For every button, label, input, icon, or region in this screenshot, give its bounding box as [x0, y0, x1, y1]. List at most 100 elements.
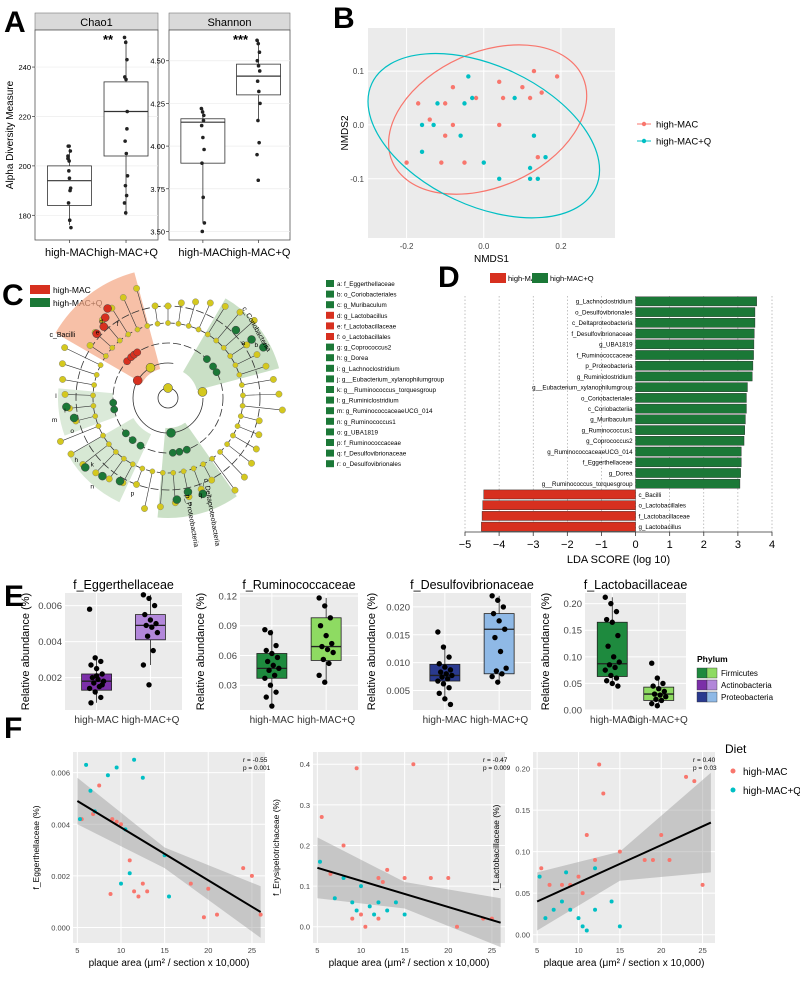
tree-node-significant: [133, 348, 142, 357]
data-point: [69, 225, 73, 230]
legend-swatch: [30, 298, 50, 307]
data-point-high-mac-q: [84, 762, 89, 767]
x-tick-label: 25: [488, 946, 496, 955]
data-point-high-mac: [258, 912, 263, 917]
data-point: [263, 694, 269, 700]
tree-node: [236, 372, 243, 378]
data-point: [317, 623, 324, 629]
data-point: [257, 69, 262, 73]
legend-swatch: [30, 285, 50, 294]
data-point: [256, 41, 261, 46]
key-label: g: g_Coprococcus2: [337, 345, 392, 352]
data-point: [271, 672, 278, 678]
panel-a-alpha-diversity: Alpha Diversity Measure Chao1 180 200 220 240…: [5, 12, 291, 259]
tree-branch: [241, 379, 274, 386]
data-point: [656, 686, 662, 692]
tree-node: [90, 403, 97, 409]
data-point-high-mac: [642, 857, 647, 862]
regression-line: [317, 866, 501, 924]
data-point: [327, 615, 334, 621]
data-point: [124, 193, 129, 198]
tree-node: [133, 481, 140, 488]
key-swatch: [326, 354, 334, 362]
data-point: [603, 678, 610, 684]
data-point-high-mac: [119, 822, 123, 827]
data-point: [496, 618, 502, 624]
data-point: [86, 685, 93, 692]
tree-node: [224, 441, 230, 447]
legend-swatch: [706, 679, 718, 691]
y-tick-label: 0.09: [219, 621, 238, 632]
y-tick-label: 0.3: [300, 801, 310, 810]
data-point: [330, 649, 336, 656]
data-point: [322, 679, 328, 685]
key-label: n: g_Ruminococcus1: [337, 419, 396, 426]
data-point: [263, 647, 269, 654]
tree-node: [230, 432, 236, 439]
y-tick-label: -0.1: [350, 175, 364, 184]
data-point: [273, 642, 279, 649]
data-point: [92, 655, 98, 661]
stat-p: p = 0.009: [483, 765, 511, 772]
data-point: [142, 611, 148, 618]
key-label: i: g_Lachnoclostridium: [337, 366, 400, 373]
data-point-high-MAC+Q: [419, 122, 425, 128]
tree-node-significant: [175, 447, 184, 456]
tree-node: [154, 320, 161, 327]
data-point-high-mac-q: [609, 899, 614, 904]
tree-node: [232, 362, 239, 368]
tree-node-significant: [109, 398, 118, 407]
data-point-high-MAC: [462, 160, 467, 165]
data-point: [124, 77, 128, 82]
key-swatch: [326, 280, 334, 287]
data-point-high-mac-q: [551, 907, 556, 912]
node-letter: n: [90, 483, 94, 490]
tree-node-significant: [259, 343, 268, 352]
tree-node: [250, 316, 258, 324]
bar-label: f_Lactobacillaceae: [639, 513, 691, 520]
y-tick-label: 0.06: [219, 651, 238, 662]
data-point: [88, 662, 94, 668]
tree-node-significant: [182, 445, 191, 454]
tree-branch: [193, 468, 202, 490]
tree-branch: [242, 405, 283, 411]
tree-node-significant: [62, 402, 71, 412]
tree-node: [185, 323, 192, 329]
lda-bar: [635, 360, 754, 371]
tree-branch: [198, 302, 211, 330]
data-point: [443, 671, 449, 677]
tree-node-inner: [197, 387, 208, 397]
data-point-high-mac-q: [617, 924, 622, 929]
y-tick-label: 0.15: [515, 806, 530, 815]
clade-highlight-ruminococcaceae: [68, 418, 152, 503]
data-point-high-mac: [684, 774, 689, 779]
data-point: [67, 218, 72, 223]
legend-key: [730, 768, 736, 774]
tree-node: [195, 326, 202, 333]
x-axis-label: plaque area (μm² / section x 10,000): [89, 958, 250, 969]
data-point-high-MAC: [442, 101, 448, 106]
tree-branch: [239, 365, 267, 376]
node-letter: p: [131, 491, 135, 498]
y-tick-label: 0.10: [515, 848, 530, 857]
tree-node: [103, 353, 109, 359]
key-swatch: [326, 290, 334, 298]
data-point: [143, 622, 149, 629]
data-point: [255, 152, 259, 157]
facet-title: Shannon: [207, 17, 251, 29]
data-point: [86, 606, 93, 612]
data-point-high-MAC: [539, 90, 544, 95]
tree-node-significant: [128, 436, 137, 444]
data-point: [447, 667, 454, 673]
x-tick-label: -0.2: [400, 242, 414, 251]
y-axis-label: NMDS2: [340, 115, 351, 150]
data-point: [92, 689, 98, 695]
tree-node-significant: [136, 441, 145, 450]
key-label: j: g__Eubacterium_xylanophilumgroup: [336, 376, 445, 383]
data-point-high-mac-q: [359, 884, 363, 889]
data-point-high-mac-q: [105, 773, 110, 778]
data-point: [154, 629, 161, 636]
tree-ring: [112, 342, 224, 454]
tree-node: [106, 441, 112, 447]
x-tick-label: high-MAC+Q: [121, 715, 179, 726]
